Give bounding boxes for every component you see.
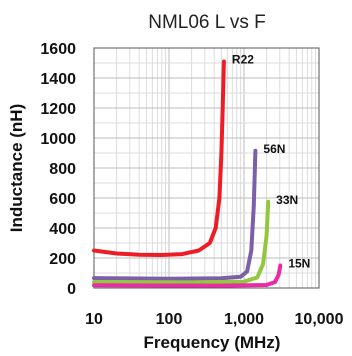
- series-label-15n: 15N: [288, 257, 310, 271]
- series-curves: [92, 59, 283, 288]
- x-tick-label: 100: [156, 311, 183, 328]
- y-tick-label: 800: [49, 161, 76, 178]
- series-line-56n: [92, 148, 258, 281]
- y-tick-label: 1200: [40, 101, 76, 118]
- x-axis-label: Frequency (MHz): [144, 333, 281, 352]
- series-label-56n: 56N: [263, 142, 285, 156]
- y-axis-label: Inductance (nH): [7, 104, 26, 232]
- series-line-15n: [92, 263, 283, 288]
- y-tick-label: 1600: [40, 41, 76, 58]
- x-axis-ticks: 10 100 1,000 10,000: [85, 311, 343, 328]
- y-tick-label: 0: [67, 281, 76, 298]
- x-tick-label: 10,000: [295, 311, 344, 328]
- y-tick-label: 1000: [40, 131, 76, 148]
- y-tick-label: 200: [49, 251, 76, 268]
- y-tick-label: 1400: [40, 71, 76, 88]
- plot-frame: [93, 47, 320, 289]
- y-axis-ticks: 0 200 400 600 800 1000 1200 1400 1600: [40, 41, 76, 298]
- y-tick-label: 400: [49, 221, 76, 238]
- series-label-33n: 33N: [276, 193, 298, 207]
- series-label-r22: R22: [232, 53, 254, 67]
- grid: [93, 47, 320, 289]
- series-line-r22: [92, 59, 226, 257]
- series-line-33n: [92, 199, 271, 285]
- x-tick-label: 10: [85, 311, 103, 328]
- chart-title: NML06 L vs F: [148, 12, 266, 33]
- series-labels: R22 56N 33N 15N: [232, 53, 310, 271]
- x-tick-label: 1,000: [224, 311, 264, 328]
- y-tick-label: 600: [49, 191, 76, 208]
